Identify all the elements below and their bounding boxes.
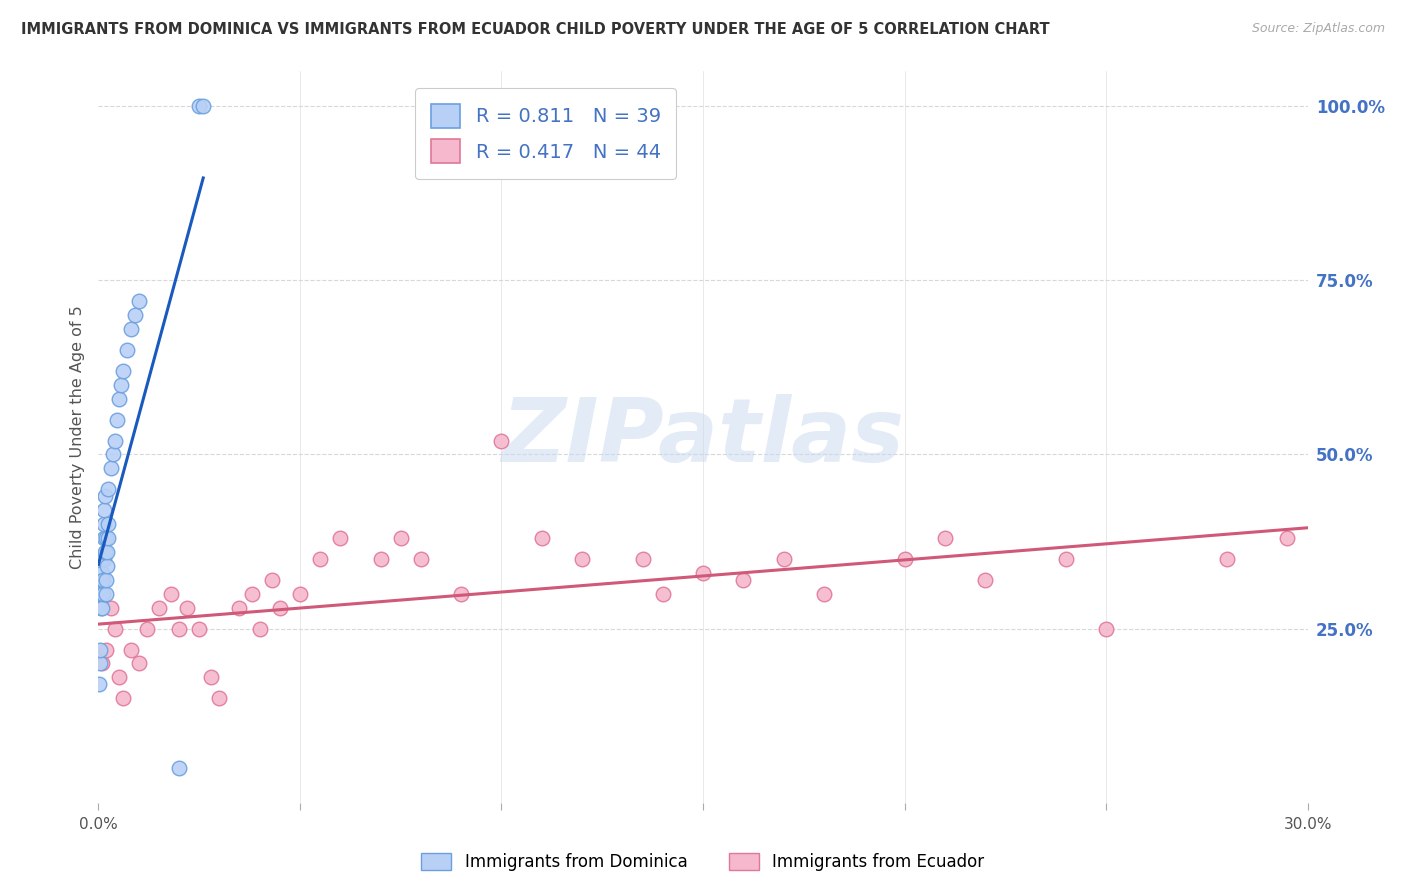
Point bbox=[329, 531, 352, 545]
Point bbox=[94, 545, 117, 559]
Point bbox=[1277, 531, 1299, 545]
Point bbox=[651, 587, 673, 601]
Point bbox=[89, 677, 111, 691]
Point bbox=[491, 434, 513, 448]
Point bbox=[208, 691, 231, 706]
Point bbox=[91, 600, 114, 615]
Point bbox=[193, 99, 215, 113]
Point bbox=[101, 448, 124, 462]
Point bbox=[148, 600, 170, 615]
Point bbox=[813, 587, 835, 601]
Point bbox=[120, 322, 142, 336]
Point bbox=[103, 622, 125, 636]
Point bbox=[893, 552, 915, 566]
Text: ZIPatlas: ZIPatlas bbox=[502, 393, 904, 481]
Point bbox=[167, 761, 190, 775]
Point bbox=[631, 552, 654, 566]
Point bbox=[188, 622, 211, 636]
Point bbox=[94, 587, 117, 601]
Point bbox=[974, 573, 997, 587]
Point bbox=[160, 587, 183, 601]
Legend: R = 0.811   N = 39, R = 0.417   N = 44: R = 0.811 N = 39, R = 0.417 N = 44 bbox=[415, 88, 676, 178]
Point bbox=[228, 600, 250, 615]
Point bbox=[115, 343, 138, 357]
Point bbox=[167, 622, 190, 636]
Point bbox=[1095, 622, 1118, 636]
Point bbox=[249, 622, 271, 636]
Point bbox=[200, 670, 222, 684]
Point bbox=[91, 566, 114, 580]
Point bbox=[389, 531, 412, 545]
Point bbox=[111, 364, 134, 378]
Point bbox=[309, 552, 332, 566]
Point bbox=[188, 99, 211, 113]
Point bbox=[89, 657, 111, 671]
Point bbox=[1216, 552, 1239, 566]
Point bbox=[269, 600, 291, 615]
Y-axis label: Child Poverty Under the Age of 5: Child Poverty Under the Age of 5 bbox=[69, 305, 84, 569]
Point bbox=[409, 552, 432, 566]
Point bbox=[91, 587, 114, 601]
Point bbox=[100, 600, 122, 615]
Point bbox=[370, 552, 392, 566]
Point bbox=[111, 691, 134, 706]
Point bbox=[288, 587, 311, 601]
Point bbox=[93, 517, 115, 532]
Point bbox=[135, 622, 157, 636]
Point bbox=[110, 377, 132, 392]
Text: IMMIGRANTS FROM DOMINICA VS IMMIGRANTS FROM ECUADOR CHILD POVERTY UNDER THE AGE : IMMIGRANTS FROM DOMINICA VS IMMIGRANTS F… bbox=[21, 22, 1050, 37]
Point bbox=[571, 552, 593, 566]
Point bbox=[240, 587, 263, 601]
Point bbox=[1054, 552, 1077, 566]
Point bbox=[94, 489, 117, 503]
Point bbox=[97, 483, 120, 497]
Point bbox=[93, 531, 115, 545]
Point bbox=[260, 573, 283, 587]
Point bbox=[105, 412, 128, 426]
Point bbox=[530, 531, 553, 545]
Point bbox=[90, 573, 112, 587]
Legend: Immigrants from Dominica, Immigrants from Ecuador: Immigrants from Dominica, Immigrants fro… bbox=[413, 845, 993, 880]
Point bbox=[90, 587, 112, 601]
Point bbox=[128, 657, 150, 671]
Text: Source: ZipAtlas.com: Source: ZipAtlas.com bbox=[1251, 22, 1385, 36]
Point bbox=[96, 558, 118, 573]
Point bbox=[94, 531, 117, 545]
Point bbox=[450, 587, 472, 601]
Point bbox=[96, 642, 118, 657]
Point bbox=[120, 642, 142, 657]
Point bbox=[107, 670, 129, 684]
Point bbox=[97, 531, 120, 545]
Point bbox=[96, 573, 118, 587]
Point bbox=[772, 552, 794, 566]
Point bbox=[128, 294, 150, 309]
Point bbox=[90, 600, 112, 615]
Point bbox=[96, 545, 118, 559]
Point bbox=[97, 517, 120, 532]
Point bbox=[692, 566, 714, 580]
Point bbox=[124, 308, 146, 322]
Point bbox=[934, 531, 956, 545]
Point bbox=[107, 392, 129, 406]
Point bbox=[93, 552, 115, 566]
Point bbox=[733, 573, 755, 587]
Point bbox=[89, 642, 111, 657]
Point bbox=[91, 573, 114, 587]
Point bbox=[103, 434, 125, 448]
Point bbox=[91, 657, 114, 671]
Point bbox=[93, 503, 115, 517]
Point bbox=[100, 461, 122, 475]
Point bbox=[176, 600, 198, 615]
Point bbox=[91, 552, 114, 566]
